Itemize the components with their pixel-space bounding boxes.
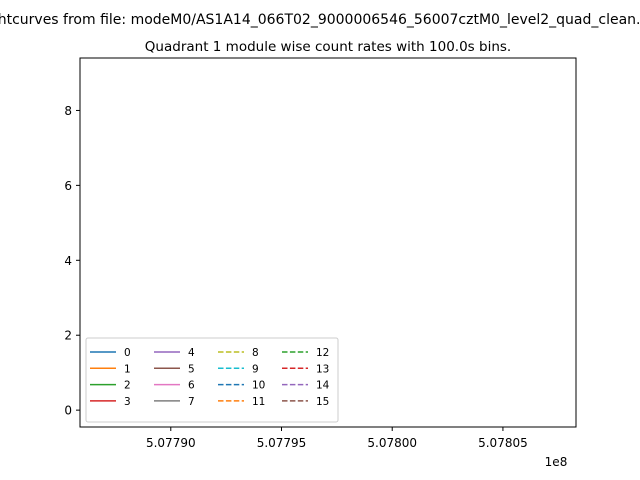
y-axis: 0 2 4 6 8 — [64, 104, 80, 418]
x-tick-label: 5.07790 — [146, 436, 196, 450]
legend-label-1: 1 — [124, 363, 131, 375]
y-tick-label: 2 — [64, 329, 72, 343]
legend-label-9: 9 — [252, 363, 259, 375]
x-tick-label: 5.07805 — [478, 436, 528, 450]
legend-label-2: 2 — [124, 380, 131, 392]
chart-title: Quadrant 1 module wise count rates with … — [145, 39, 511, 55]
y-tick-label: 0 — [64, 404, 72, 418]
y-tick-label: 6 — [64, 179, 72, 193]
x-tick-label: 5.07800 — [367, 436, 417, 450]
x-offset-label: 1e8 — [545, 455, 568, 469]
legend-label-4: 4 — [188, 347, 195, 359]
legend-label-3: 3 — [124, 396, 131, 408]
legend-label-6: 6 — [188, 380, 195, 392]
legend-label-14: 14 — [316, 380, 330, 392]
figure-suptitle: Lightcurves from file: modeM0/AS1A14_066… — [0, 12, 640, 28]
x-tick-label: 5.07795 — [257, 436, 307, 450]
legend-label-5: 5 — [188, 363, 195, 375]
plot-frame — [79, 57, 577, 428]
legend-label-10: 10 — [252, 380, 265, 392]
legend-label-8: 8 — [252, 347, 259, 359]
legend-label-12: 12 — [316, 347, 329, 359]
x-axis: 5.07790 5.07795 5.07800 5.07805 — [146, 427, 528, 450]
legend-label-13: 13 — [316, 363, 329, 375]
legend-label-11: 11 — [252, 396, 265, 408]
y-tick-label: 4 — [64, 254, 72, 268]
legend-label-0: 0 — [124, 347, 131, 359]
y-tick-label: 8 — [64, 104, 72, 118]
legend-label-15: 15 — [316, 396, 329, 408]
legend-box — [85, 337, 339, 423]
legend-label-7: 7 — [188, 396, 195, 408]
